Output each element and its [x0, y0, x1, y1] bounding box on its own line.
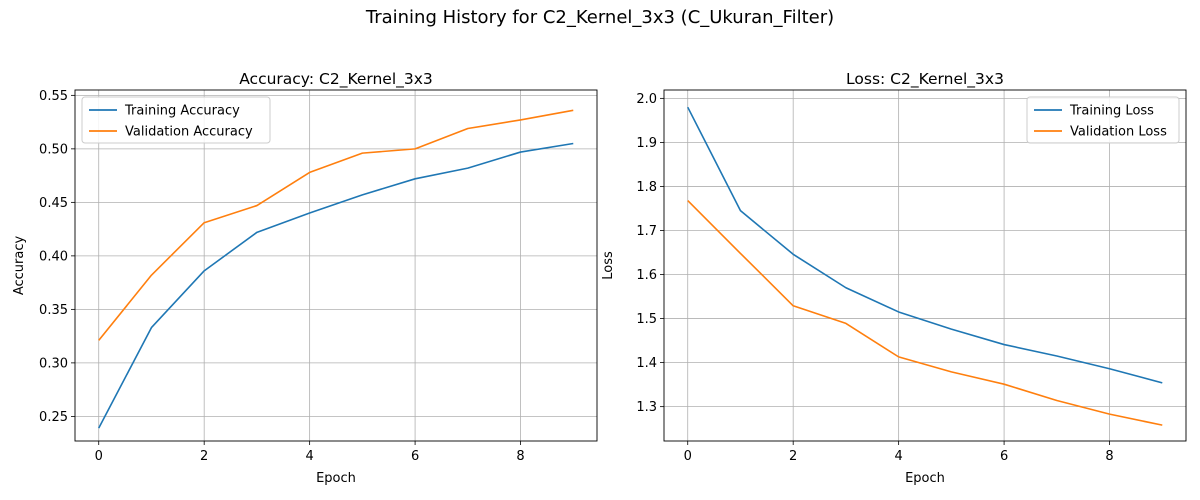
loss-x-axis-label: Epoch: [905, 471, 945, 486]
accuracy-y-tick-label: 0.30: [39, 356, 68, 371]
accuracy-y-axis-label: Accuracy: [12, 236, 27, 296]
accuracy-validation-line: [98, 109, 574, 341]
accuracy-legend-box: [81, 96, 271, 144]
accuracy-x-tick-label: 4: [305, 449, 313, 464]
accuracy-y-tick-label: 0.55: [39, 89, 68, 104]
loss-y-tick-label: 2.0: [636, 92, 657, 107]
figure-title: Training History for C2_Kernel_3x3 (C_Uk…: [365, 7, 835, 28]
accuracy-y-tick-label: 0.45: [39, 196, 68, 211]
loss-chart: 0 2 4 6 8 1.3 1.4 1.5 1.6 1.7 1.8 1.9 2.0 Loss: C2_Ke…: [601, 70, 1187, 486]
loss-y-tick-label: 1.4: [636, 356, 657, 371]
accuracy-y-tick-label: 0.50: [39, 142, 68, 157]
accuracy-y-tick-label: 0.25: [39, 410, 68, 425]
loss-axes-frame: [663, 89, 1187, 442]
loss-y-tick-label: 1.6: [636, 268, 657, 283]
loss-y-axis-label: Loss: [601, 251, 616, 280]
loss-legend-label: Training Loss: [1069, 104, 1154, 119]
accuracy-y-tick-label: 0.35: [39, 303, 68, 318]
loss-title: Loss: C2_Kernel_3x3: [846, 70, 1004, 89]
loss-training-line: [687, 106, 1163, 384]
accuracy-x-tick-label: 0: [95, 449, 103, 464]
loss-legend-box: [1026, 96, 1180, 144]
accuracy-x-tick-label: 8: [516, 449, 524, 464]
loss-validation-line: [687, 199, 1163, 426]
loss-x-tick-label: 6: [1000, 449, 1008, 464]
loss-y-tick-label: 1.9: [636, 136, 657, 151]
loss-legend-label: Validation Loss: [1070, 125, 1167, 140]
loss-y-tick-label: 1.5: [636, 312, 657, 327]
loss-x-tick-label: 8: [1105, 449, 1113, 464]
loss-x-tick-label: 0: [684, 449, 692, 464]
accuracy-y-tick-label: 0.40: [39, 249, 68, 264]
accuracy-chart: 0 2 4 6 8 0.25 0.30 0.35 0.40 0.45 0.50 0.55 Accurac…: [12, 70, 598, 486]
loss-legend: Training Loss Validation Loss: [1026, 96, 1180, 144]
accuracy-legend-label: Validation Accuracy: [125, 125, 253, 140]
loss-y-tick-label: 1.3: [636, 400, 657, 415]
loss-x-tick-label: 4: [894, 449, 902, 464]
accuracy-x-axis-label: Epoch: [316, 471, 356, 486]
accuracy-axes-frame: [74, 89, 598, 442]
loss-x-tick-label: 2: [789, 449, 797, 464]
accuracy-legend-label: Training Accuracy: [124, 104, 240, 119]
accuracy-legend: Training Accuracy Validation Accuracy: [81, 96, 271, 144]
loss-y-tick-label: 1.8: [636, 180, 657, 195]
accuracy-training-line: [98, 142, 574, 429]
accuracy-title: Accuracy: C2_Kernel_3x3: [239, 70, 433, 89]
accuracy-x-tick-label: 2: [200, 449, 208, 464]
loss-y-tick-label: 1.7: [636, 224, 657, 239]
accuracy-x-tick-label: 6: [411, 449, 419, 464]
